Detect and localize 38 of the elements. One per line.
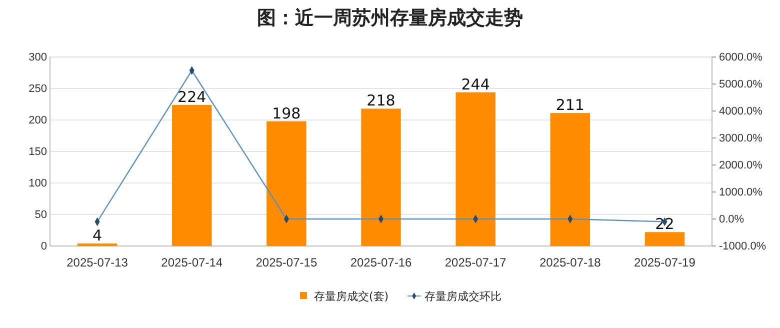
legend-label: 存量房成交环比	[424, 290, 502, 303]
chart-title: 图：近一周苏州存量房成交走势	[257, 7, 523, 29]
x-tick-label: 2025-07-18	[539, 256, 602, 270]
y-tick-label: 0	[40, 240, 47, 253]
data-label: 218	[366, 92, 396, 110]
data-label: 224	[178, 88, 206, 106]
bar	[361, 108, 401, 246]
bar	[266, 121, 306, 246]
y2-tick-label: 4000.0%	[719, 106, 763, 118]
legend-label: 存量房成交(套)	[314, 290, 389, 303]
x-tick-label: 2025-07-19	[634, 256, 696, 270]
x-tick-label: 2025-07-13	[66, 256, 128, 270]
y-tick-label: 50	[34, 209, 47, 222]
bar	[456, 92, 496, 246]
data-label: 4	[92, 226, 102, 244]
y-tick-label: 300	[28, 52, 47, 64]
y-tick-label: 250	[28, 83, 47, 96]
x-tick-label: 2025-07-14	[161, 256, 223, 270]
data-label: 198	[272, 104, 301, 122]
bar	[77, 243, 118, 246]
y2-tick-label: 6000.0%	[719, 52, 763, 64]
y2-tick-label: 1000.0%	[719, 186, 763, 199]
y2-tick-label: 5000.0%	[719, 78, 763, 91]
x-tick-label: 2025-07-15	[256, 256, 318, 270]
y2-tick-label: 0.0%	[719, 214, 744, 226]
data-label: 211	[556, 96, 584, 114]
y-tick-label: 100	[28, 178, 47, 190]
y-tick-label: 200	[28, 114, 47, 127]
y2-tick-label: 3000.0%	[719, 132, 763, 145]
data-label: 244	[461, 75, 490, 94]
y2-tick-label: 2000.0%	[719, 160, 763, 172]
y-tick-label: 150	[28, 146, 47, 158]
y2-tick-label: -1000.0%	[719, 240, 766, 253]
x-tick-label: 2025-07-17	[444, 256, 507, 270]
bar	[550, 113, 590, 246]
bar	[172, 104, 212, 246]
x-tick-label: 2025-07-16	[350, 256, 412, 270]
bar	[644, 232, 685, 246]
